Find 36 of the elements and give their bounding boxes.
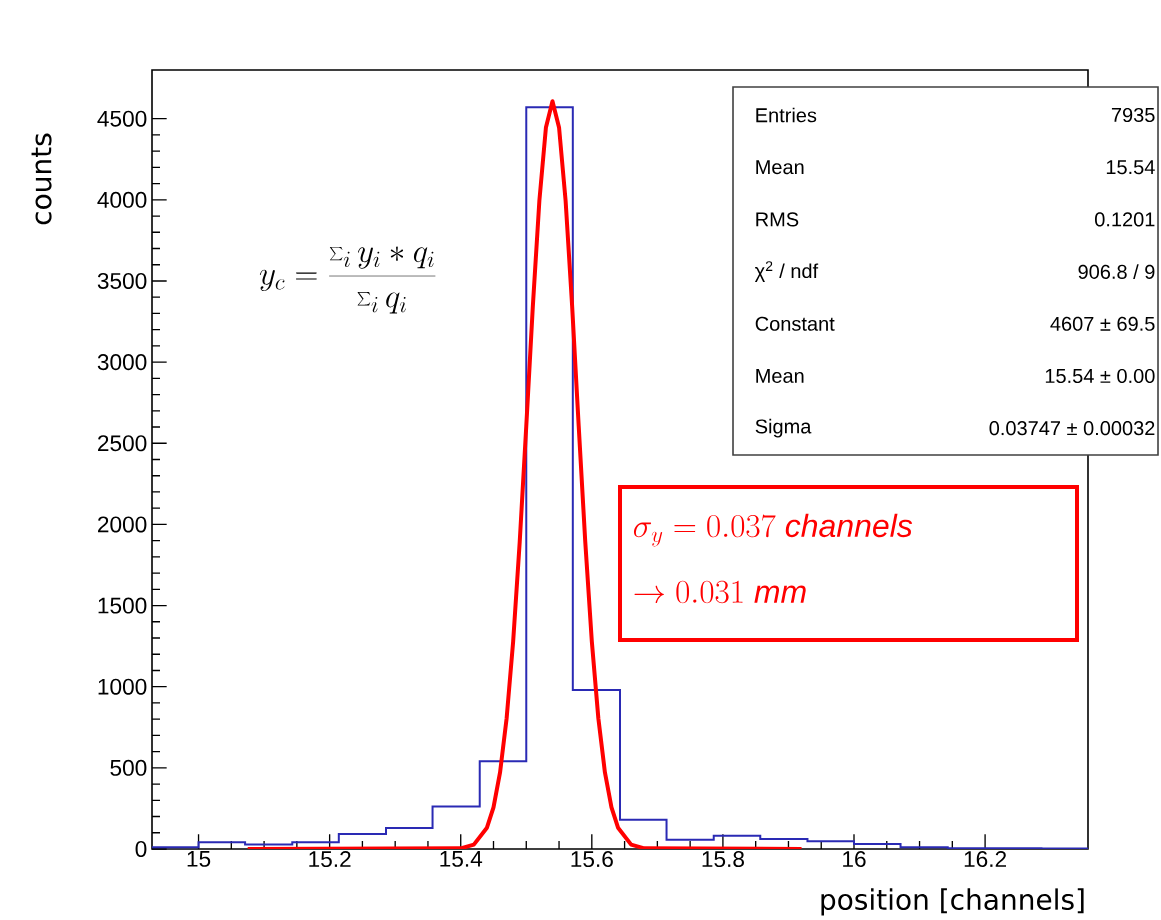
annotation: Mean	[756, 160, 804, 175]
y-tick-label: 4500	[97, 110, 147, 127]
annotation: RMS	[756, 212, 799, 227]
y-tick-label: 3000	[97, 354, 147, 371]
annotation: 4607 ± 69.5	[1050, 316, 1155, 331]
y-tick-label: 2000	[98, 516, 147, 533]
y-tick-label: 4000	[97, 191, 147, 208]
annotation: $\rightarrow 0.031\ \mathit{mm}$	[634, 580, 806, 604]
y-tick-label: 1500	[98, 597, 147, 614]
x-axis-title: position [channels]	[821, 888, 1084, 916]
annotation: 906.8 / 9	[1078, 264, 1155, 279]
x-tick-label: 16	[843, 851, 866, 868]
x-tick-label: 15.4	[440, 851, 483, 867]
y-tick-label: 3500	[97, 272, 147, 289]
y-tick-label: 500	[110, 759, 147, 776]
annotation: Constant	[755, 316, 835, 331]
annotation: Mean	[756, 369, 804, 383]
x-tick-label: 15.8	[702, 851, 744, 868]
y-tick-label: 1000	[98, 678, 147, 695]
y-axis-title: counts	[31, 133, 52, 225]
text: 15.54	[1106, 160, 1155, 175]
y-tick-label: 2500	[98, 435, 147, 452]
x-tick-label: 15	[187, 851, 211, 867]
x-tick-label: 15.6	[571, 851, 613, 868]
text: 0.1201	[1095, 212, 1155, 227]
y-tick-label: 0	[135, 840, 147, 858]
annotation: $\sigma_y = 0.037\ \mathit{channels}$	[633, 513, 913, 547]
annotation: 15.54 ± 0.00	[1045, 368, 1155, 384]
annotation: $y_c = \frac{\sum_i y_i * q_i}{\sum_i q_i}$	[259, 246, 436, 314]
text: 7935	[1111, 107, 1155, 123]
annotation: Sigma	[755, 418, 812, 438]
annotation: χ$^{2}$ / ndf	[754, 261, 819, 283]
x-tick-label: 16.2	[964, 851, 1006, 868]
x-tick-label: 15.2	[309, 851, 351, 868]
annotation: Entries	[756, 107, 817, 123]
annotation: 0.03747 ± 0.00032	[989, 421, 1155, 436]
